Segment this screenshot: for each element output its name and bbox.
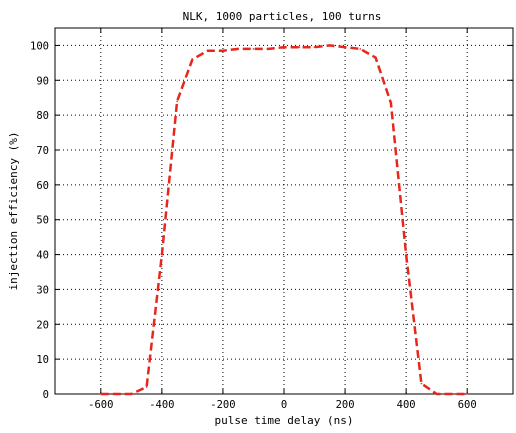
data-point [206,49,209,52]
data-point [420,382,423,385]
y-tick-label: 80 [36,110,49,122]
data-point [252,48,255,50]
x-tick-label: -200 [210,399,235,411]
data-point [283,46,285,48]
x-tick-label: 400 [397,399,416,411]
data-point [313,46,316,48]
data-point [130,393,133,395]
grid-layer [55,28,513,395]
data-point [344,46,346,48]
y-tick-label: 70 [36,145,49,157]
data-point [359,48,362,50]
y-tick-label: 50 [36,215,49,227]
y-tick-label: 90 [36,75,49,87]
data-point [298,46,301,48]
tick-layer: -600 -400 -200 0 200 400 600 0 10 20 30 40 50 60 70 80 9… [30,28,513,411]
y-axis-label: injection efficiency (%) [7,132,20,291]
x-axis-label: pulse time delay (ns) [214,414,353,427]
data-point [329,44,331,47]
y-tick-label: 100 [30,40,49,52]
data-point [222,49,224,52]
data-point [161,253,163,256]
y-tick-label: 20 [36,319,49,331]
x-tick-label: -600 [88,399,113,411]
data-point [191,58,194,61]
data-point [374,56,377,59]
y-tick-label: 0 [43,389,49,401]
y-tick-label: 10 [36,354,49,366]
data-point [267,48,270,50]
data-point [390,102,392,104]
plot-frame [54,27,514,395]
data-point [145,386,148,388]
data-point [405,253,407,256]
chart-title: NLK, 1000 particles, 100 turns [183,10,382,23]
data-point [176,100,178,102]
data-point [115,393,117,395]
x-tick-label: -400 [149,399,174,411]
y-tick-label: 60 [36,180,49,192]
x-tick-label: 0 [281,399,287,411]
x-tick-label: 600 [458,399,477,411]
y-tick-label: 40 [36,250,49,262]
data-point [100,393,102,395]
data-point [237,48,239,50]
data-point [435,393,438,395]
data-point [466,393,469,395]
data-point [451,393,453,395]
series-layer [100,44,469,396]
y-tick-label: 30 [36,284,49,296]
x-tick-label: 200 [336,399,355,411]
